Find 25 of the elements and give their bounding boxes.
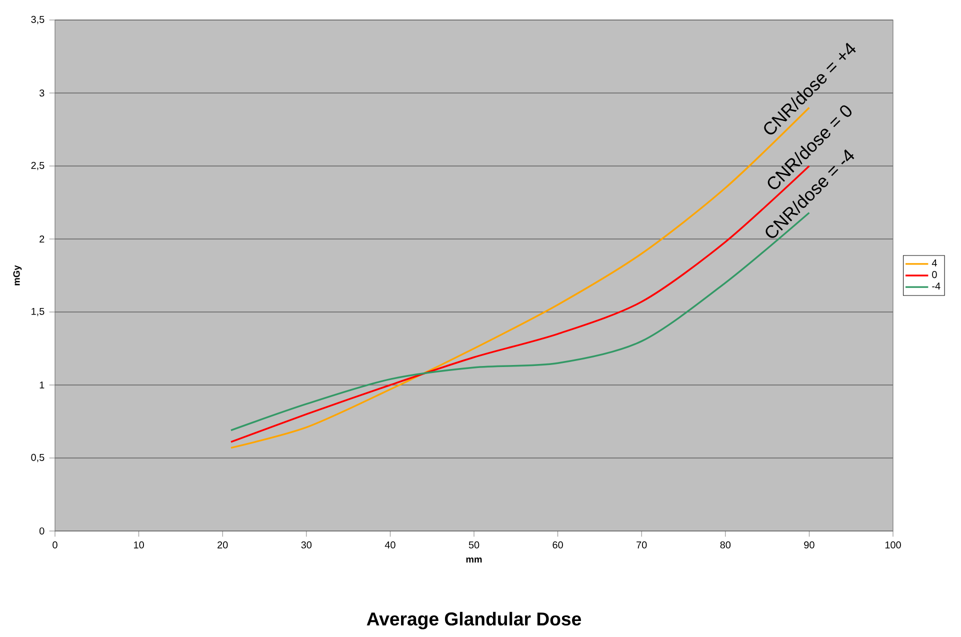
legend-label: 4 [932,260,937,266]
x-tick-label: 100 [885,541,901,548]
y-tick-label: 2 [40,236,44,242]
x-tick-label: 0 [52,541,58,548]
x-tick-label: 60 [552,541,563,548]
y-tick-label: 3 [39,89,44,97]
x-tick-label: 90 [804,541,814,548]
y-tick-label: 0 [39,527,44,535]
y-tick-label: 1 [40,382,44,388]
x-tick-label: 40 [384,541,396,548]
y-tick-label: 2,5 [31,162,44,170]
y-tick-label: 3,5 [31,16,44,24]
y-tick-label: 0,5 [31,454,44,462]
x-tick-label: 50 [468,541,480,548]
x-tick-label: 70 [636,541,647,548]
x-tick-label: 20 [218,541,228,548]
legend-label: 0 [932,271,937,278]
legend-label: -4 [932,282,940,290]
x-tick-label: 30 [301,541,312,548]
text: Average Glandular Dose [366,612,582,630]
y-axis-title: mGy [13,265,22,286]
x-axis-title: mm [466,558,482,563]
x-tick-label: 80 [720,541,731,548]
y-tick-label: 1,5 [32,308,44,316]
x-tick-label: 10 [134,541,144,548]
